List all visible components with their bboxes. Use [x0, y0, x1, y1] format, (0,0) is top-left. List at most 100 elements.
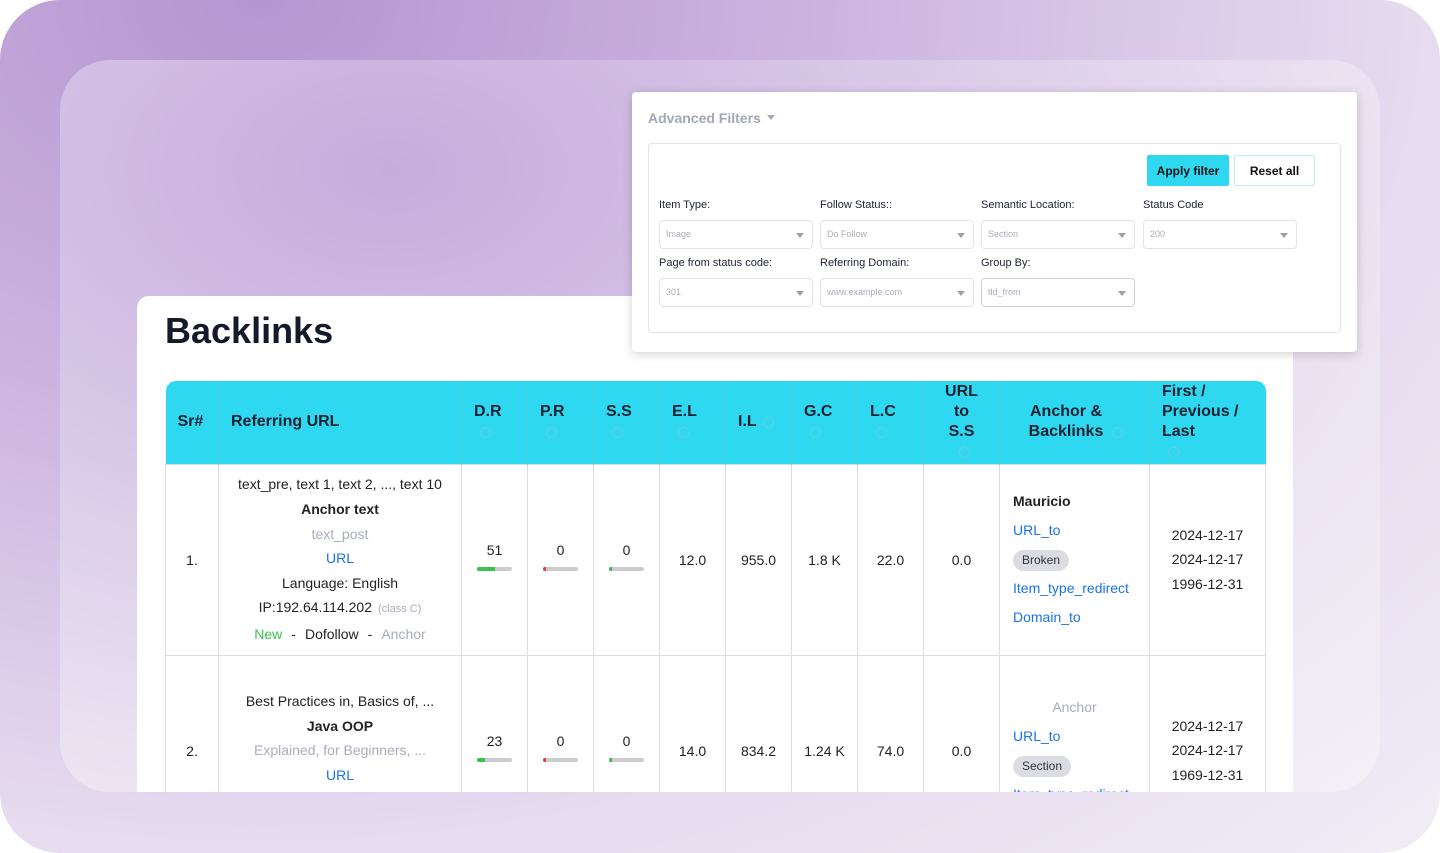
separator: - — [291, 625, 296, 642]
filter-select[interactable]: tld_from — [981, 278, 1135, 307]
advanced-filters-title: Advanced Filters — [648, 110, 761, 126]
column-header[interactable]: S.S — [593, 381, 660, 464]
separator: - — [367, 625, 373, 642]
dr-value: 23 — [486, 733, 503, 749]
column-header[interactable]: G.C — [791, 381, 858, 464]
filter-select[interactable]: 200 — [1143, 220, 1297, 249]
pr-progress-bar — [543, 758, 578, 762]
pr-progress-fill — [543, 758, 546, 762]
il-cell: 955.0 — [725, 463, 792, 656]
context-after: text_post — [311, 525, 369, 542]
column-header-label: I.L — [738, 413, 757, 431]
filter-select-value: 301 — [666, 287, 682, 297]
column-header[interactable]: P.R — [527, 381, 594, 464]
url-link[interactable]: URL — [325, 550, 354, 567]
page-title: Backlinks — [165, 310, 334, 351]
pr-cell: 0 — [527, 463, 594, 656]
filter-label: Referring Domain: — [820, 257, 910, 269]
dr-progress-bar — [477, 758, 512, 762]
column-header[interactable]: Anchor & Backlinks — [999, 381, 1150, 464]
dr-progress-bar — [477, 567, 512, 571]
column-header[interactable]: URL to S.S — [923, 381, 1000, 464]
context-before: Best Practices in, Basics of, ... — [245, 693, 435, 710]
table-row: 2. Best Practices in, Basics of, ... Java … — [165, 654, 1266, 793]
referring-url-cell: Best Practices in, Basics of, ... Java OO… — [218, 654, 462, 792]
column-header-label: E.L — [672, 403, 697, 421]
lc-cell: 74.0 — [857, 654, 924, 792]
filter-select[interactable]: Section — [981, 220, 1135, 249]
info-icon[interactable] — [1112, 426, 1123, 438]
redirect-link[interactable]: Item_type_redirect — [1013, 580, 1129, 596]
filter-select-value: 200 — [1150, 229, 1166, 239]
filter-select[interactable]: www.example.com — [820, 278, 974, 307]
dr-value: 51 — [486, 542, 503, 558]
apply-filter-button[interactable]: Apply filter — [1147, 155, 1229, 186]
ss-value: 0 — [622, 733, 631, 749]
gc-cell: 1.24 K — [791, 654, 858, 792]
date: 1969-12-31 — [1171, 766, 1244, 783]
filter-select[interactable]: 301 — [659, 278, 813, 307]
anchor-title: Mauricio — [1013, 493, 1071, 509]
redirect-link[interactable]: Item_type_redirect — [1013, 780, 1149, 793]
info-icon[interactable] — [612, 426, 623, 438]
filter-select[interactable]: Do Follow — [820, 220, 974, 249]
column-header-label: First / Previous / Last — [1162, 383, 1239, 441]
column-header[interactable]: Referring URL — [218, 381, 462, 464]
filter-select[interactable]: Image — [659, 220, 813, 249]
ip-address: IP:192.64.114.202 — [258, 599, 372, 616]
ss-value: 0 — [622, 542, 631, 558]
reset-all-button[interactable]: Reset all — [1234, 155, 1315, 186]
dr-cell: 51 — [461, 463, 528, 656]
badge-wrap: Section — [1013, 751, 1149, 780]
language: Language: English — [282, 574, 398, 591]
filters-box: Apply filter Reset all Item Type: Image Fo… — [648, 143, 1341, 333]
filter-select-value: Do Follow — [827, 229, 868, 239]
status-badge: Broken — [1013, 550, 1070, 571]
sr-cell: 2. — [165, 654, 219, 792]
info-icon[interactable] — [876, 426, 887, 438]
info-icon[interactable] — [810, 426, 821, 438]
column-header[interactable]: E.L — [659, 381, 726, 464]
caret-down-icon — [796, 233, 804, 242]
info-icon[interactable] — [480, 426, 491, 438]
column-header[interactable]: Sr# — [165, 381, 219, 464]
advanced-filters-panel: Advanced Filters Apply filter Reset all … — [632, 92, 1357, 352]
filter-select-value: tld_from — [988, 287, 1021, 297]
ip-class: (class C) — [378, 603, 422, 616]
column-header[interactable]: First / Previous / Last — [1149, 381, 1266, 464]
column-header-label: Anchor & Backlinks — [1028, 403, 1104, 441]
caret-down-icon — [766, 115, 775, 124]
backlinks-card: Backlinks Sr# Referring URL D.R P.R S.S E.L I.… — [137, 296, 1293, 792]
column-header-label: URL to S.S — [945, 383, 978, 441]
info-icon[interactable] — [678, 426, 689, 438]
column-header[interactable]: I.L — [725, 381, 792, 464]
url-to-link[interactable]: URL_to — [1013, 727, 1061, 744]
ip-line: IP:192.64.114.202 (class C) — [219, 595, 461, 622]
ss-progress-fill — [609, 567, 612, 571]
pr-progress-fill — [543, 567, 546, 571]
lc-cell: 22.0 — [857, 463, 924, 656]
column-header[interactable]: D.R — [461, 381, 528, 464]
caret-down-icon — [796, 291, 804, 300]
filter-select-value: Image — [666, 229, 692, 239]
ss-cell: 0 — [593, 463, 660, 656]
dr-progress-fill — [477, 758, 486, 762]
pr-progress-bar — [543, 567, 578, 571]
domain-to-link[interactable]: Domain_to — [1013, 609, 1081, 625]
info-icon[interactable] — [546, 426, 557, 438]
info-icon[interactable] — [959, 446, 970, 458]
advanced-filters-toggle[interactable]: Advanced Filters — [648, 110, 775, 126]
filter-label: Semantic Location: — [981, 199, 1075, 211]
context-before: text_pre, text 1, text 2, ..., text 10 — [238, 476, 442, 493]
status-new: New — [254, 625, 283, 642]
url-link[interactable]: URL — [325, 766, 354, 783]
table-row: 1. text_pre, text 1, text 2, ..., text 10… — [165, 463, 1266, 656]
url-to-link[interactable]: URL_to — [1013, 522, 1061, 538]
url_ss-cell: 0.0 — [923, 654, 1000, 792]
info-icon[interactable] — [1168, 446, 1179, 458]
sr-cell: 1. — [165, 463, 219, 656]
info-icon[interactable] — [762, 416, 774, 428]
column-header-label: Sr# — [177, 413, 204, 431]
el-cell: 12.0 — [659, 463, 726, 656]
column-header[interactable]: L.C — [857, 381, 924, 464]
